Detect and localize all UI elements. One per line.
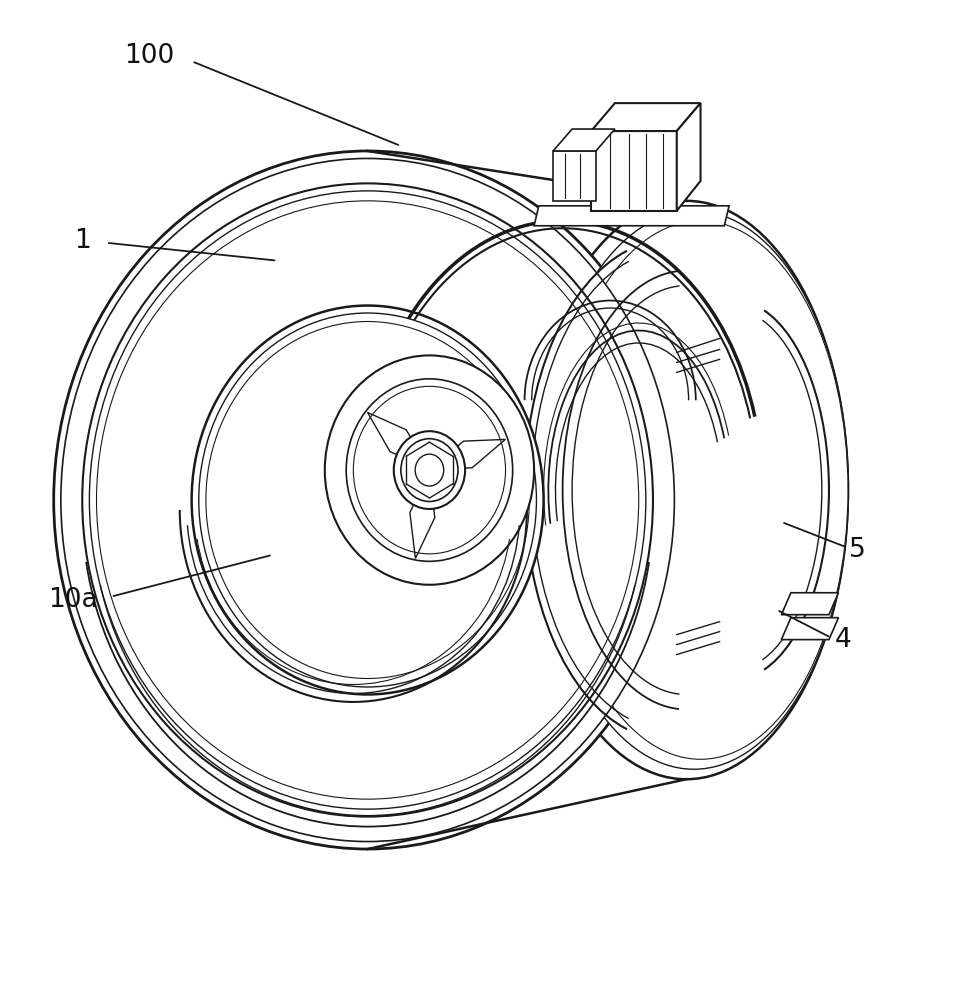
Ellipse shape [96, 201, 639, 799]
Text: 10a: 10a [48, 587, 97, 613]
Polygon shape [781, 593, 838, 615]
Text: 4: 4 [834, 627, 851, 653]
Ellipse shape [82, 183, 652, 817]
Polygon shape [429, 439, 505, 470]
Ellipse shape [400, 439, 457, 501]
Polygon shape [591, 131, 676, 211]
Ellipse shape [553, 221, 847, 759]
Ellipse shape [61, 158, 674, 842]
Text: 100: 100 [124, 43, 173, 69]
Polygon shape [534, 206, 728, 226]
Polygon shape [553, 151, 596, 201]
Polygon shape [410, 470, 435, 558]
Ellipse shape [90, 191, 645, 809]
Ellipse shape [415, 454, 443, 486]
Ellipse shape [198, 313, 536, 687]
Ellipse shape [538, 211, 847, 769]
Polygon shape [781, 618, 838, 640]
Ellipse shape [346, 379, 512, 561]
Ellipse shape [53, 151, 680, 849]
Ellipse shape [206, 321, 529, 679]
Ellipse shape [394, 431, 465, 509]
Text: 5: 5 [848, 537, 865, 563]
Polygon shape [553, 129, 615, 151]
Polygon shape [676, 103, 700, 211]
Polygon shape [591, 103, 700, 131]
Ellipse shape [324, 355, 534, 585]
Ellipse shape [524, 201, 847, 779]
Ellipse shape [192, 306, 543, 694]
Text: 1: 1 [73, 228, 91, 254]
Polygon shape [367, 412, 429, 470]
